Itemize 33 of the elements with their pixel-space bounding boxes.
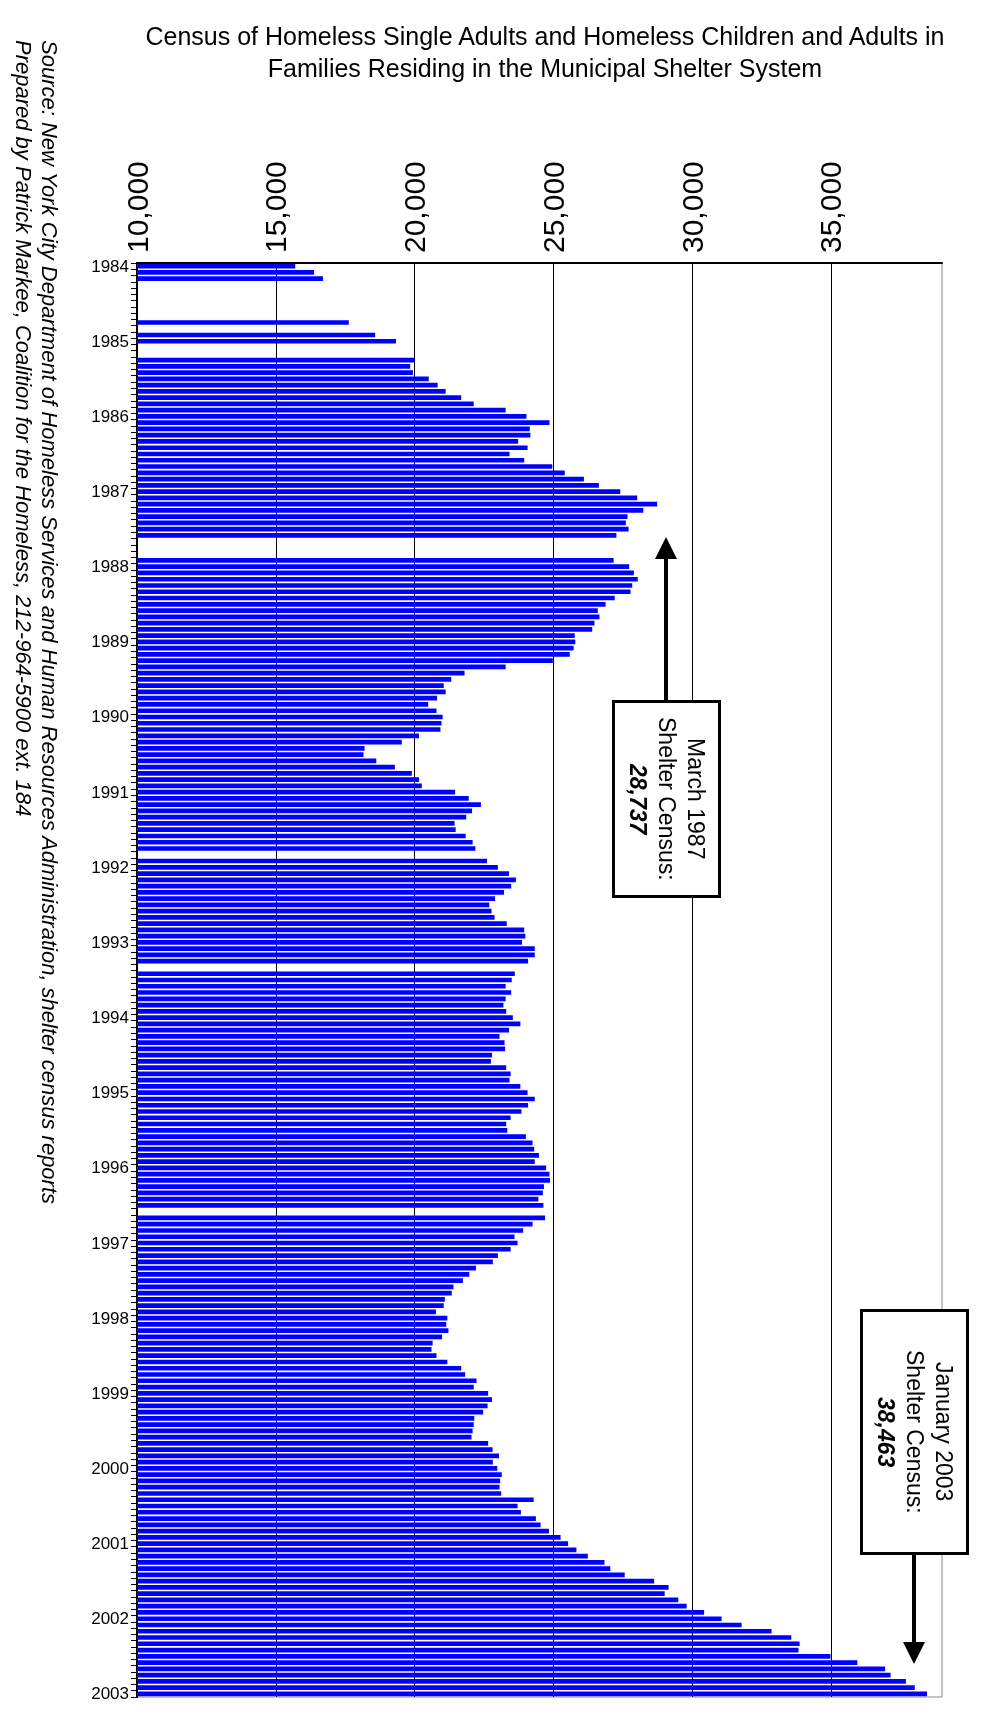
x-tick-label: 10,000: [120, 161, 154, 253]
y-tick-label: 1995: [91, 1083, 129, 1103]
x-tick-label: 30,000: [675, 161, 709, 253]
y-tick-label: 1991: [91, 782, 129, 802]
y-tick-label: 1994: [91, 1008, 129, 1028]
text: Prepared by Patrick Markee, Coalition for the Homeless, 212-964-5900 ext. 184: [10, 40, 36, 819]
x-tick-label: 35,000: [814, 161, 848, 253]
y-tick-label: 1993: [91, 932, 129, 952]
annotation: March 1987 Shelter Census: 28,737: [624, 717, 709, 881]
y-tick-label: 1999: [91, 1383, 129, 1403]
y-tick-label: 1986: [91, 406, 129, 426]
y-tick-label: 2003: [91, 1684, 129, 1704]
y-tick-label: 1992: [91, 857, 129, 877]
y-tick-label: 2000: [91, 1458, 129, 1478]
callout-box: January 2003 Shelter Census: 38,463: [859, 1309, 969, 1555]
chart-title: Census of Homeless Single Adults and Homeless Children and Adults in Families Residing in the Municipal Shelter System: [144, 21, 946, 84]
y-tick-label: 1988: [91, 557, 129, 577]
y-tick-label: 1998: [91, 1308, 129, 1328]
y-tick-label: 2002: [91, 1609, 129, 1629]
source-note: Source: New York City Department of Homeless Services and Human Resources Administration, shelter census reports: [36, 40, 62, 1207]
x-tick-label: 25,000: [536, 161, 570, 253]
y-tick-label: 1996: [91, 1158, 129, 1178]
y-tick-label: 1997: [91, 1233, 129, 1253]
x-tick-label: 20,000: [398, 161, 432, 253]
x-tick-label: 15,000: [259, 161, 293, 253]
y-tick-label: 1987: [91, 482, 129, 502]
y-tick-label: 1990: [91, 707, 129, 727]
y-tick-label: 1984: [91, 256, 129, 276]
annotation: January 2003 Shelter Census: 38,463: [872, 1350, 957, 1514]
y-tick-label: 1989: [91, 632, 129, 652]
y-tick-label: 1985: [91, 331, 129, 351]
y-tick-label: 2001: [91, 1534, 129, 1554]
callout-box: March 1987 Shelter Census: 28,737: [611, 700, 721, 898]
